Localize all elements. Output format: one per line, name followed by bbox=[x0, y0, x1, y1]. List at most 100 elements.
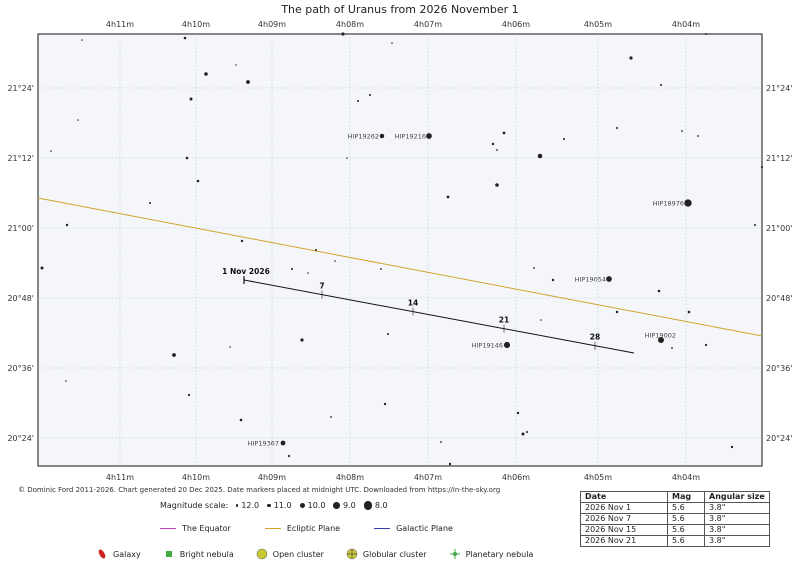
object-legend-item: Planetary nebula bbox=[449, 548, 534, 560]
field-star bbox=[77, 119, 79, 121]
table-cell: 3.8" bbox=[704, 535, 770, 547]
magnitude-value: 9.0 bbox=[343, 501, 356, 510]
field-star bbox=[551, 278, 555, 282]
table-cell: 2026 Nov 1 bbox=[580, 502, 668, 514]
ra-tick-label: 4h05m bbox=[584, 20, 612, 29]
named-star-label: HIP19216 bbox=[395, 133, 426, 141]
field-star bbox=[187, 393, 191, 397]
field-star bbox=[307, 272, 309, 274]
date-label: 21 bbox=[499, 316, 509, 325]
ra-tick-label: 4h06m bbox=[502, 473, 530, 482]
named-star-label: HIP18976 bbox=[653, 200, 684, 208]
line-swatch bbox=[374, 528, 391, 529]
magnitude-dot bbox=[363, 501, 372, 510]
ecliptic-line bbox=[37, 197, 763, 337]
named-star-marker bbox=[280, 440, 286, 446]
field-star bbox=[239, 418, 243, 422]
magnitude-scale: Magnitude scale: 12.0 11.0 10.0 9.0 8.0 bbox=[160, 501, 388, 510]
chart-title: The path of Uranus from 2026 November 1 bbox=[280, 3, 518, 16]
field-star bbox=[516, 411, 520, 415]
dec-tick-label: 21°24' bbox=[7, 84, 34, 93]
object-legend: Galaxy Bright nebula Open cluster Globular … bbox=[96, 548, 533, 560]
field-star bbox=[754, 224, 756, 226]
ra-tick-label: 4h09m bbox=[258, 473, 286, 482]
named-star-label: HIP19367 bbox=[248, 440, 279, 448]
field-star bbox=[448, 462, 452, 466]
field-star bbox=[334, 260, 336, 262]
field-star bbox=[681, 130, 683, 132]
ra-tick-label: 4h04m bbox=[672, 473, 700, 482]
field-star bbox=[705, 33, 707, 35]
galaxy-icon bbox=[98, 549, 106, 559]
date-markers: 1 Nov 2026 7 14 21 28 bbox=[222, 267, 600, 350]
ephemeris-table: Date Mag Angular size 2026 Nov 1 5.6 3.8" 202… bbox=[580, 491, 770, 547]
object-legend-item: Galaxy bbox=[96, 548, 141, 560]
ra-axis-top: 4h11m 4h10m 4h09m 4h08m 4h07m 4h06m 4h05m 4h04m bbox=[106, 20, 700, 29]
field-star bbox=[660, 84, 662, 86]
globular-cluster-icon bbox=[346, 548, 358, 560]
field-star bbox=[183, 36, 187, 40]
line-legend-item: The Equator bbox=[160, 524, 231, 533]
field-star bbox=[496, 149, 498, 151]
table-header: Date bbox=[580, 491, 668, 503]
field-star bbox=[204, 72, 208, 76]
object-legend-label: Galaxy bbox=[113, 549, 141, 559]
line-legend-label: The Equator bbox=[182, 524, 231, 533]
object-legend-label: Globular cluster bbox=[362, 549, 427, 559]
field-star bbox=[697, 135, 699, 137]
line-swatch bbox=[160, 528, 176, 529]
table-cell: 3.8" bbox=[704, 513, 770, 525]
field-star bbox=[172, 353, 176, 357]
field-star bbox=[149, 202, 151, 204]
table-cell: 2026 Nov 21 bbox=[580, 535, 668, 547]
table-cell: 2026 Nov 15 bbox=[580, 524, 668, 536]
ra-axis-bottom: 4h11m 4h10m 4h09m 4h08m 4h07m 4h06m 4h05m 4h04m bbox=[106, 473, 700, 482]
grid-lines bbox=[38, 34, 762, 466]
object-legend-item: Open cluster bbox=[256, 548, 324, 560]
ra-tick-label: 4h07m bbox=[414, 473, 442, 482]
date-label: 1 Nov 2026 bbox=[222, 267, 270, 276]
ra-tick-label: 4h07m bbox=[414, 20, 442, 29]
field-star bbox=[526, 431, 528, 433]
ra-tick-label: 4h05m bbox=[584, 473, 612, 482]
table-row: 2026 Nov 1 5.6 3.8" bbox=[580, 502, 770, 514]
field-star bbox=[563, 138, 565, 140]
dec-tick-label: 20°48' bbox=[7, 294, 34, 303]
dec-tick-label: 21°00' bbox=[766, 224, 793, 233]
field-star bbox=[540, 319, 542, 321]
planetary-nebula-icon bbox=[449, 549, 460, 559]
dec-tick-label: 21°00' bbox=[7, 224, 34, 233]
dec-tick-label: 20°24' bbox=[7, 434, 34, 443]
named-star-label: HIP19146 bbox=[472, 342, 503, 350]
ra-tick-label: 4h11m bbox=[106, 20, 134, 29]
table-header: Angular size bbox=[704, 491, 770, 503]
field-star bbox=[671, 347, 673, 349]
magnitude-value: 8.0 bbox=[374, 501, 388, 510]
dec-tick-label: 20°36' bbox=[766, 364, 793, 373]
table-cell: 5.6 bbox=[667, 513, 705, 525]
table-cell: 3.8" bbox=[704, 524, 770, 536]
object-legend-label: Planetary nebula bbox=[465, 549, 534, 559]
object-legend-item: Bright nebula bbox=[163, 548, 234, 560]
line-legend-item: Ecliptic Plane bbox=[264, 524, 340, 533]
named-stars: HIP19262 HIP19216 HIP18976 HIP19054 HIP19002… bbox=[248, 133, 692, 448]
field-star bbox=[657, 289, 661, 293]
magnitude-value: 10.0 bbox=[307, 501, 326, 510]
credit-text: © Dominic Ford 2011-2026. Chart generate… bbox=[18, 486, 501, 494]
field-star bbox=[730, 445, 734, 449]
field-star bbox=[440, 441, 442, 443]
field-star bbox=[246, 80, 250, 84]
magnitude-scale-item: 9.0 bbox=[333, 501, 356, 510]
ra-tick-label: 4h11m bbox=[106, 473, 134, 482]
field-star bbox=[369, 94, 371, 96]
ra-tick-label: 4h08m bbox=[336, 473, 364, 482]
object-legend-item: Globular cluster bbox=[346, 548, 427, 560]
open-cluster-icon bbox=[256, 548, 268, 560]
sky-chart: The path of Uranus from 2026 November 1 … bbox=[7, 3, 793, 482]
field-star bbox=[300, 338, 304, 342]
magnitude-dot bbox=[236, 504, 239, 507]
object-legend-label: Open cluster bbox=[272, 549, 324, 559]
field-stars bbox=[40, 32, 764, 466]
field-star bbox=[491, 142, 495, 146]
named-star-marker bbox=[658, 337, 664, 343]
